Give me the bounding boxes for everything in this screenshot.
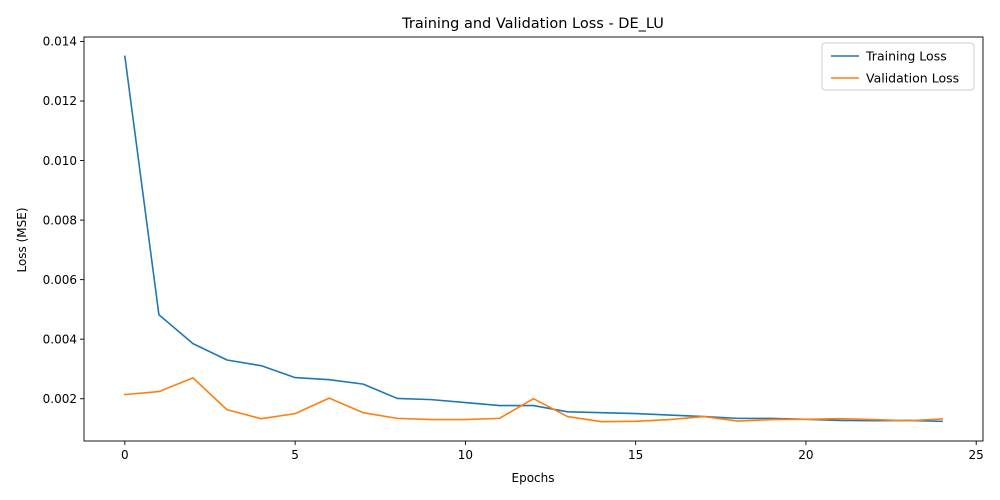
x-tick-label: 5 bbox=[291, 448, 299, 462]
x-axis-label: Epochs bbox=[512, 471, 555, 485]
validation-loss-line bbox=[123, 377, 943, 423]
x-tick-label: 15 bbox=[628, 448, 643, 462]
y-axis-ticks: 0.002 0.004 0.006 0.008 0.010 0.012 0.014 bbox=[43, 35, 84, 406]
y-axis-label: Loss (MSE) bbox=[15, 207, 29, 272]
x-tick-label: 20 bbox=[798, 448, 813, 462]
plot-lines bbox=[123, 55, 943, 423]
plot-frame bbox=[83, 36, 984, 442]
y-tick-label: 0.010 bbox=[43, 154, 77, 168]
y-tick-label: 0.002 bbox=[43, 392, 77, 406]
legend: Training Loss Validation Loss bbox=[821, 42, 975, 91]
x-axis-ticks: 0 5 10 15 20 25 bbox=[121, 441, 984, 462]
y-tick-label: 0.008 bbox=[43, 213, 77, 227]
x-tick-label: 25 bbox=[969, 448, 984, 462]
chart-title: Training and Validation Loss - DE_LU bbox=[401, 16, 664, 32]
y-tick-label: 0.012 bbox=[43, 94, 77, 108]
legend-box bbox=[821, 42, 975, 91]
x-tick-label: 0 bbox=[121, 448, 129, 462]
y-tick-label: 0.014 bbox=[43, 35, 77, 49]
x-tick-label: 10 bbox=[458, 448, 473, 462]
training-loss-line bbox=[123, 55, 943, 423]
y-tick-label: 0.006 bbox=[43, 273, 77, 287]
legend-label-training: Training Loss bbox=[865, 49, 947, 64]
y-tick-label: 0.004 bbox=[43, 332, 77, 346]
legend-label-validation: Validation Loss bbox=[866, 71, 959, 86]
